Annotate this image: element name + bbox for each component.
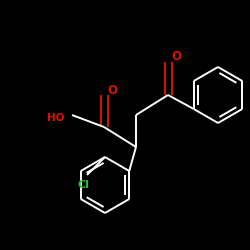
Text: O: O <box>171 50 181 64</box>
Text: O: O <box>107 84 117 96</box>
Text: Cl: Cl <box>77 180 89 190</box>
Text: HO: HO <box>46 113 64 123</box>
